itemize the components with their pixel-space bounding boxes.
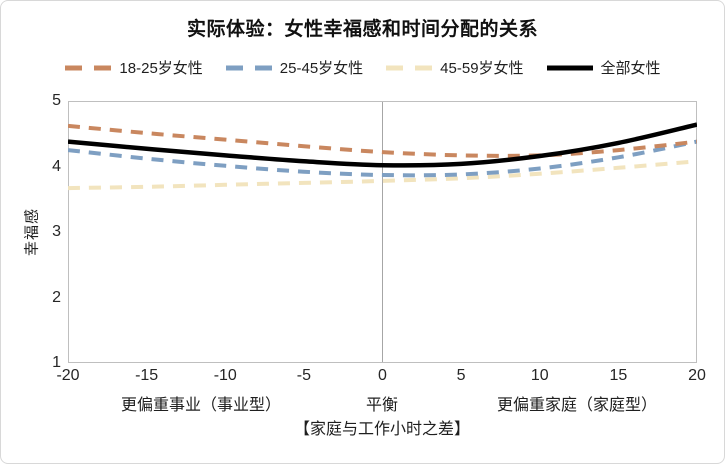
legend-item-18-25岁女性: 18-25岁女性 xyxy=(64,57,203,78)
legend-label: 45-59岁女性 xyxy=(440,60,524,77)
plot-svg xyxy=(67,101,698,363)
x-tick--10: -10 xyxy=(213,367,237,384)
legend-label: 全部女性 xyxy=(600,60,661,77)
legend-marker-dashed xyxy=(65,65,112,70)
x-zone-label-family: 更偏重家庭（家庭型） xyxy=(496,397,658,414)
series-line-18-25岁女性 xyxy=(67,123,698,158)
legend-item-25-45岁女性: 25-45岁女性 xyxy=(225,57,363,78)
legend-item-45-59岁女性: 45-59岁女性 xyxy=(385,57,524,78)
plot-border xyxy=(68,101,697,363)
y-tick-5: 5 xyxy=(52,92,61,109)
x-tick-15: 15 xyxy=(609,367,628,384)
x-zone-label-balance: 平衡 xyxy=(365,397,399,414)
chart-title: 实际体验：女性幸福感和时间分配的关系 xyxy=(186,19,538,40)
y-tick-2: 2 xyxy=(52,288,61,306)
y-tick-4: 4 xyxy=(52,157,61,175)
x-axis-title: 【家庭与工作小时之差】 xyxy=(293,421,471,438)
x-tick-5: 5 xyxy=(456,367,466,384)
x-tick--5: -5 xyxy=(296,367,311,384)
legend-marker-dashed xyxy=(225,65,272,70)
plot-area xyxy=(67,101,698,363)
x-tick--20: -20 xyxy=(56,367,80,384)
y-tick-3: 3 xyxy=(52,223,61,240)
legend: 18-25岁女性 25-45岁女性 45-59岁女性 全部女性 xyxy=(1,57,724,78)
y-tick-1: 1 xyxy=(52,354,61,371)
legend-marker-dashed xyxy=(386,65,433,70)
series-line-全部女性 xyxy=(67,122,698,168)
legend-item-全部女性: 全部女性 xyxy=(546,57,661,78)
legend-marker-solid xyxy=(546,65,593,70)
series-line-45-59岁女性 xyxy=(67,159,698,191)
x-tick-0: 0 xyxy=(378,367,387,384)
x-tick-10: 10 xyxy=(530,367,549,384)
legend-label: 18-25岁女性 xyxy=(119,60,203,77)
series-line-25-45岁女性 xyxy=(67,139,698,178)
x-zone-label-career: 更偏重事业（事业型） xyxy=(120,397,282,414)
legend-label: 25-45岁女性 xyxy=(279,60,364,77)
x-tick--15: -15 xyxy=(135,367,159,384)
x-tick-20: 20 xyxy=(688,367,706,384)
